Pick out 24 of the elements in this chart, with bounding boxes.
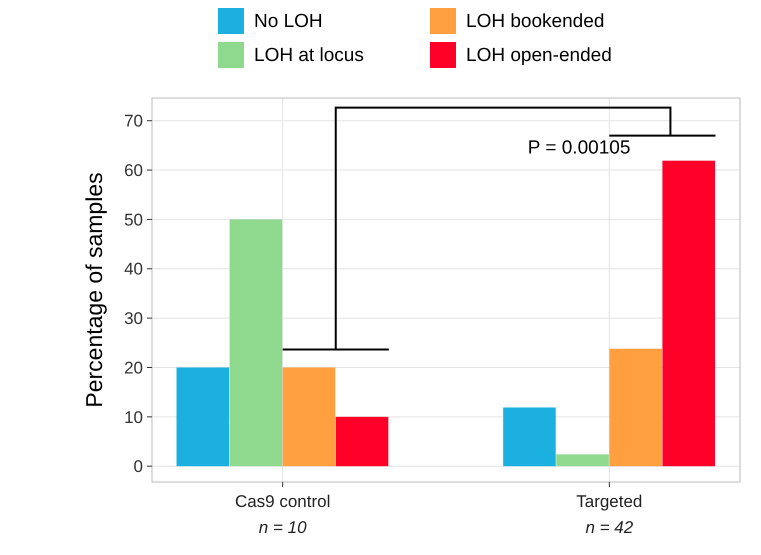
bar xyxy=(503,407,556,466)
legend-label: LOH bookended xyxy=(466,11,604,32)
x-tick-label: Cas9 control n = 10 xyxy=(234,492,330,537)
y-tick-label: 30 xyxy=(124,309,143,328)
bar xyxy=(230,219,282,466)
legend-label: No LOH xyxy=(254,11,323,32)
y-tick-label: 10 xyxy=(124,408,143,427)
legend-label: LOH at locus xyxy=(254,45,364,66)
x-tick-label: Targeted n = 42 xyxy=(576,492,642,537)
y-tick-label: 0 xyxy=(134,457,143,476)
bar xyxy=(336,416,388,466)
y-tick-label: 50 xyxy=(124,210,143,230)
bar xyxy=(609,348,662,466)
annotation: P = 0.00105 xyxy=(528,138,630,159)
y-tick-label: 60 xyxy=(124,161,143,180)
bar xyxy=(176,367,230,466)
bar xyxy=(282,367,336,466)
bar xyxy=(556,454,609,466)
y-tick-label: 40 xyxy=(124,260,143,279)
legend-label: LOH open-ended xyxy=(466,45,612,66)
y-tick-label: 70 xyxy=(124,112,143,131)
bar xyxy=(662,160,715,466)
y-axis-title: Percentage of samples xyxy=(81,172,107,408)
y-tick-label: 20 xyxy=(124,358,143,378)
